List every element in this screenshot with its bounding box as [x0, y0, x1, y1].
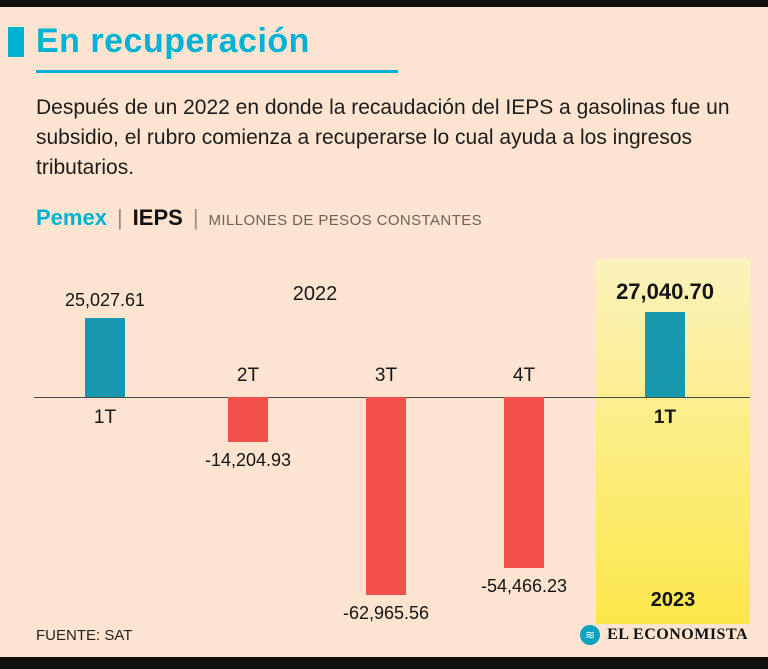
group-label-2023: 2023 [650, 589, 696, 612]
legend-separator: | [192, 205, 199, 231]
title-accent-block [8, 26, 24, 57]
bar-1t-2023 [645, 312, 685, 398]
chart-description: Después de un 2022 en donde la recaudaci… [36, 96, 730, 180]
top-border [0, 0, 768, 7]
page-title: En recuperación [36, 22, 310, 60]
value-label-3t-2022: -62,965.56 [342, 602, 430, 623]
legend-units: MILLONES DE PESOS CONSTANTES [208, 212, 483, 230]
el-economista-icon: ≋ [580, 625, 601, 645]
value-label-4t-2022: -54,466.23 [480, 576, 568, 597]
header: En recuperación [8, 22, 768, 61]
tick-label-1t-2023: 1T [653, 407, 677, 429]
group-label-2022: 2022 [292, 283, 338, 306]
value-label-2t-2022: -14,204.93 [204, 449, 292, 470]
bar-2t-2022 [228, 397, 268, 442]
legend-separator: | [116, 205, 123, 231]
tick-label-2t-2022: 2T [236, 365, 260, 387]
tick-label-3t-2022: 3T [374, 365, 398, 387]
bar-1t-2022 [85, 318, 125, 398]
legend-tax: IEPS [132, 205, 183, 231]
value-label-1t-2023: 27,040.70 [616, 279, 714, 305]
publisher-name: EL ECONOMISTA [607, 626, 748, 643]
bar-3t-2022 [366, 397, 406, 595]
source-note: FUENTE: SAT [36, 626, 133, 644]
bar-4t-2022 [504, 397, 544, 569]
tick-label-4t-2022: 4T [512, 365, 536, 387]
footer: FUENTE: SAT ≋ EL ECONOMISTA [36, 625, 748, 645]
publisher-logo: ≋ EL ECONOMISTA [580, 625, 748, 645]
chart-legend: Pemex | IEPS | MILLONES DE PESOS CONSTAN… [36, 205, 732, 231]
legend-brand: Pemex [36, 205, 107, 231]
tick-label-1t-2022: 1T [93, 407, 117, 429]
bottom-border [0, 657, 768, 669]
value-label-1t-2022: 25,027.61 [64, 290, 146, 311]
title-underline [36, 70, 398, 73]
bar-chart: 2023 2022 1T 25,027.61 2T -14,204.93 3T -62,9… [0, 259, 768, 629]
